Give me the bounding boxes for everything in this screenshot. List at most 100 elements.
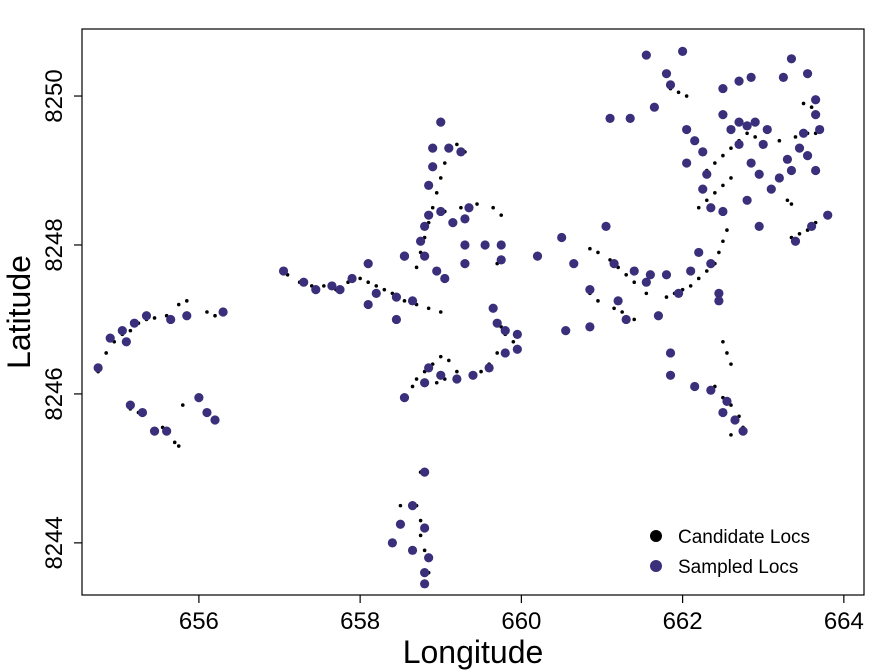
x-tick-label-1: 658 (340, 608, 380, 635)
sampled-point-71 (420, 568, 430, 578)
sampled-point-88 (665, 348, 676, 358)
sampled-point-27 (391, 314, 402, 325)
sampled-point-115 (782, 154, 793, 164)
sampled-point-16 (278, 266, 289, 276)
sampled-point-23 (363, 299, 373, 310)
sampled-point-134 (694, 247, 704, 258)
sampled-point-21 (347, 273, 357, 284)
candidate-point-127 (729, 433, 733, 437)
y-axis: 8244 8246 8248 8250 (41, 69, 82, 570)
candidate-point-49 (499, 213, 504, 217)
sampled-point-120 (798, 128, 809, 138)
candidate-point-130 (684, 94, 689, 98)
candidate-point-121 (729, 362, 733, 366)
candidate-point-98 (713, 191, 717, 195)
candidate-point-43 (455, 142, 459, 147)
sampled-point-80 (609, 258, 619, 269)
sampled-point-31 (424, 210, 434, 220)
sampled-point-58 (468, 370, 478, 380)
sampled-point-104 (718, 206, 728, 217)
sampled-point-33 (428, 162, 438, 172)
sampled-point-69 (407, 545, 418, 555)
sampled-point-118 (802, 151, 813, 161)
sampled-point-131 (754, 221, 764, 231)
candidate-point-75 (596, 250, 600, 255)
sampled-point-123 (778, 72, 788, 83)
sampled-point-92 (625, 113, 635, 123)
candidate-point-64 (410, 384, 415, 389)
sampled-point-60 (436, 370, 446, 380)
sampled-point-1 (105, 333, 115, 343)
sampled-point-127 (823, 210, 833, 220)
sampled-point-8 (218, 307, 228, 317)
sampled-point-26 (407, 296, 418, 306)
candidate-point-60 (438, 354, 443, 359)
sampled-point-91 (605, 113, 615, 123)
sampled-point-78 (585, 285, 595, 295)
candidate-point-94 (721, 239, 725, 244)
sampled-point-110 (746, 158, 756, 168)
x-tick-label-3: 662 (663, 608, 703, 635)
sampled-point-102 (698, 184, 708, 194)
candidate-point-63 (414, 377, 419, 381)
legend-marker-0 (650, 530, 662, 542)
sampled-point-122 (811, 95, 821, 105)
sampled-point-0 (93, 363, 103, 373)
sampled-point-146 (738, 426, 748, 436)
candidate-point-25 (358, 276, 362, 281)
sampled-point-63 (399, 393, 410, 403)
sampled-point-3 (121, 337, 131, 347)
sampled-point-98 (682, 124, 692, 135)
sampled-point-12 (162, 426, 172, 436)
sampled-point-68 (420, 523, 430, 533)
candidate-point-100 (729, 176, 733, 180)
sampled-point-51 (488, 303, 498, 313)
sampled-point-25 (391, 292, 402, 302)
candidate-point-28 (382, 287, 387, 292)
candidate-point-129 (676, 90, 681, 95)
candidate-point-82 (596, 299, 600, 303)
legend-marker-1 (650, 560, 662, 572)
x-tick-label-2: 660 (501, 608, 541, 635)
sampled-point-148 (690, 381, 700, 392)
candidate-point-131 (801, 101, 806, 106)
candidate-point-79 (632, 280, 637, 285)
candidate-point-39 (434, 191, 439, 195)
sampled-point-94 (649, 102, 659, 112)
sampled-point-84 (641, 277, 651, 287)
sampled-point-124 (786, 54, 797, 64)
legend-label-1: Sampled Locs (678, 557, 798, 578)
sampled-point-113 (766, 184, 776, 194)
candidate-point-15 (176, 444, 181, 448)
sampled-point-90 (673, 288, 684, 298)
sampled-point-43 (432, 266, 442, 276)
candidate-point-34 (414, 265, 419, 270)
sampled-point-7 (182, 311, 192, 321)
candidate-point-71 (422, 548, 427, 553)
sampled-point-139 (746, 72, 756, 83)
candidate-point-91 (704, 269, 709, 273)
sampled-point-13 (194, 393, 204, 403)
sampled-point-47 (496, 240, 506, 250)
sampled-point-48 (496, 255, 506, 265)
x-axis: 656 658 660 662 664 (179, 595, 864, 635)
sampled-point-39 (448, 218, 458, 228)
sampled-point-77 (585, 322, 595, 332)
candidate-point-1 (104, 351, 108, 355)
candidate-point-9 (176, 302, 181, 307)
candidate-point-99 (721, 183, 725, 188)
y-axis-title: Latitude (1, 255, 37, 369)
candidate-point-46 (459, 205, 463, 210)
candidate-point-70 (418, 533, 423, 538)
candidate-point-55 (495, 351, 499, 355)
sampled-point-106 (726, 124, 736, 135)
sampled-point-130 (742, 195, 752, 205)
sampled-point-29 (415, 236, 426, 246)
sampled-point-138 (734, 76, 744, 86)
candidate-point-4 (128, 328, 133, 333)
sampled-point-30 (420, 221, 430, 231)
candidate-point-103 (721, 153, 725, 158)
sampled-point-76 (561, 326, 571, 336)
sampled-point-49 (460, 258, 470, 269)
sampled-point-89 (665, 370, 676, 380)
